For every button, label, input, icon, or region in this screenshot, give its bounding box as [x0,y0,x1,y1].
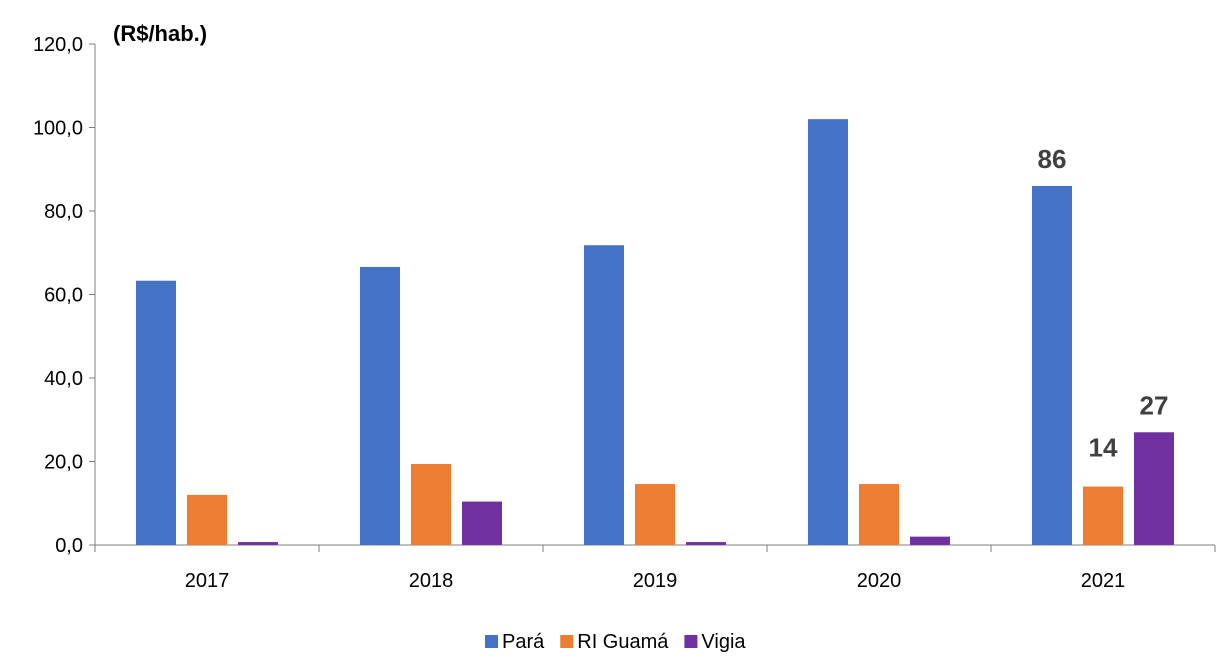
legend: Pará RI Guamá Vigia [485,631,746,653]
data-labels: 86 14 27 [1038,144,1169,463]
bar-par--2019 [584,245,624,546]
y-tick-label: 40,0 [44,368,83,390]
y-tick-label: 0,0 [55,535,83,557]
x-tick-label: 2019 [633,570,678,592]
y-tick-label: 20,0 [44,452,83,474]
bar-par--2021 [1032,185,1072,545]
bar-vigia-2020 [910,536,950,545]
bar-ri-guam--2017 [187,494,227,545]
bar-ri-guam--2021 [1083,486,1123,545]
y-tick-label: 60,0 [44,285,83,307]
bar-ri-guam--2020 [859,484,899,545]
bar-par--2020 [808,119,848,546]
bars [136,119,1174,546]
legend-item: Vigia [684,631,746,653]
x-tick-label: 2018 [409,570,454,592]
bar-vigia-2018 [462,501,502,545]
bar-par--2017 [136,280,176,545]
bar-par--2018 [360,266,400,545]
legend-label: Pará [502,631,545,653]
y-axis: 0,0 20,0 40,0 60,0 80,0 100,0 120,0 [33,34,96,557]
bar-vigia-2021 [1134,432,1174,545]
y-tick-label: 100,0 [33,118,83,140]
data-label: 14 [1089,433,1118,463]
legend-swatch [485,635,498,648]
legend-swatch [560,635,574,648]
x-tick-label: 2020 [857,570,902,592]
bar-vigia-2017 [238,542,278,545]
y-tick-label: 120,0 [33,34,83,56]
bar-ri-guam--2019 [635,484,675,545]
y-axis-unit-label: (R$/hab.) [113,21,207,46]
legend-item: RI Guamá [560,631,669,653]
x-axis: 2017 2018 2019 2020 2021 [94,544,1216,592]
legend-item: Pará [485,631,545,653]
legend-swatch [684,635,698,648]
bar-vigia-2019 [686,542,726,545]
data-label: 86 [1038,144,1067,174]
legend-label: Vigia [701,631,746,653]
bar-ri-guam--2018 [411,464,451,545]
x-tick-label: 2021 [1081,570,1126,592]
x-tick-label: 2017 [185,570,230,592]
y-tick-label: 80,0 [44,201,83,223]
data-label: 27 [1140,390,1169,420]
legend-label: RI Guamá [577,631,669,653]
